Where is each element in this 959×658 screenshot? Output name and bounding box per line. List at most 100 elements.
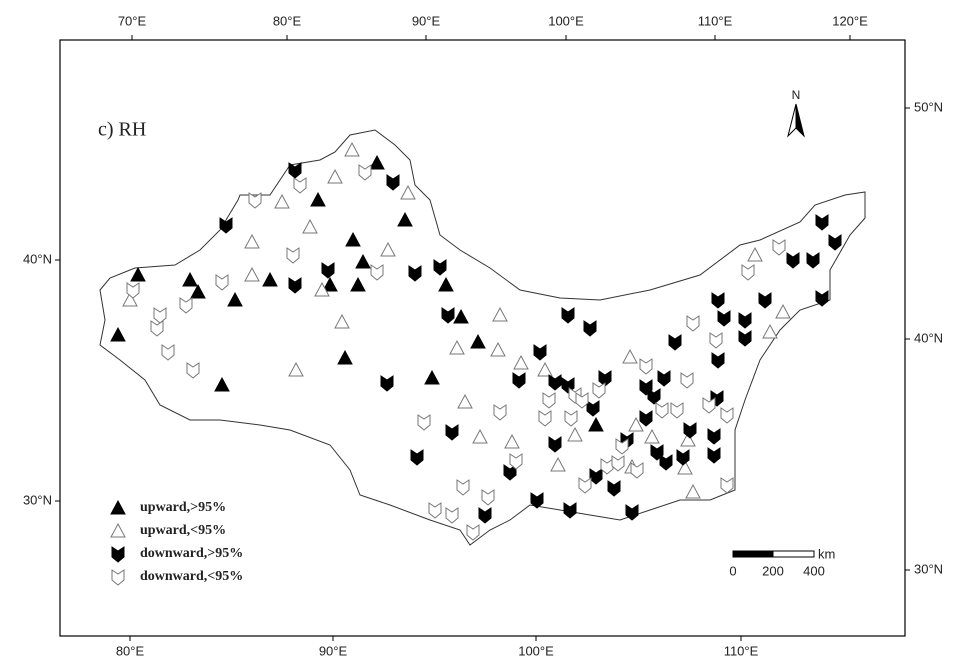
station-marker	[563, 502, 577, 519]
station-marker	[350, 276, 366, 292]
station-marker	[592, 382, 606, 399]
station-marker	[358, 164, 372, 181]
station-marker	[441, 307, 455, 324]
station-marker	[548, 374, 562, 391]
station-marker	[481, 489, 495, 506]
station-marker	[334, 313, 350, 329]
arrow-right	[795, 103, 805, 138]
legend-symbol	[111, 569, 125, 586]
station-marker	[288, 162, 302, 179]
station-marker	[219, 217, 233, 234]
bottom-axis-label: 90°E	[319, 643, 348, 658]
station-marker	[683, 422, 697, 439]
right-axis-label: 40°N	[914, 330, 943, 345]
station-marker	[680, 372, 694, 389]
station-marker	[344, 141, 360, 157]
top-axis-label: 100°E	[548, 13, 584, 28]
scale-segment	[732, 550, 774, 558]
station-marker	[538, 410, 552, 427]
station-marker	[288, 277, 302, 294]
top-axis-label: 80°E	[273, 13, 302, 28]
station-marker	[244, 233, 260, 249]
station-marker	[657, 370, 671, 387]
station-marker	[161, 344, 175, 361]
station-marker	[126, 282, 140, 299]
station-marker	[314, 281, 330, 297]
station-marker	[709, 332, 723, 349]
station-marker	[575, 392, 589, 409]
station-marker	[513, 354, 529, 370]
station-marker	[355, 253, 371, 269]
station-marker	[685, 483, 701, 499]
station-marker	[503, 464, 517, 481]
right-axis-label: 30°N	[914, 561, 943, 576]
station-marker	[400, 184, 416, 200]
station-marker	[215, 274, 229, 291]
panel-label: c) RH	[98, 119, 146, 141]
station-marker	[588, 416, 604, 432]
right-axis-label: 50°N	[914, 99, 943, 114]
station-marker	[410, 449, 424, 466]
station-marker	[122, 291, 138, 307]
top-axis-label: 120°E	[832, 13, 868, 28]
station-marker	[815, 290, 829, 307]
station-marker	[310, 191, 326, 207]
station-marker	[677, 459, 693, 475]
scale-label: 200	[762, 563, 784, 578]
legend-label: downward,<95%	[140, 569, 243, 584]
station-marker	[150, 320, 164, 337]
station-marker	[537, 361, 553, 377]
station-marker	[828, 234, 842, 251]
station-marker	[466, 524, 480, 541]
station-marker	[370, 264, 384, 281]
station-marker	[711, 292, 725, 309]
station-marker	[815, 214, 829, 231]
legend-symbol	[110, 499, 126, 515]
station-marker	[182, 271, 198, 287]
station-marker	[302, 218, 318, 234]
scale-label: 400	[803, 563, 825, 578]
top-axis-label: 110°E	[698, 13, 733, 28]
station-marker	[615, 438, 629, 455]
station-marker	[668, 334, 682, 351]
station-marker	[153, 307, 167, 324]
station-marker	[670, 402, 684, 419]
station-marker	[337, 349, 353, 365]
station-marker	[470, 333, 486, 349]
station-marker	[512, 372, 526, 389]
station-marker	[110, 326, 126, 342]
station-marker	[720, 477, 734, 494]
station-marker	[550, 456, 566, 472]
station-marker	[244, 266, 260, 282]
station-marker	[659, 454, 673, 471]
station-marker	[530, 492, 544, 509]
station-marker	[386, 174, 400, 191]
station-marker	[449, 339, 465, 355]
station-marker	[453, 308, 469, 324]
scale-unit: km	[818, 546, 835, 561]
station-marker	[493, 404, 507, 421]
station-marker	[321, 262, 335, 279]
station-marker	[478, 507, 492, 524]
station-marker	[248, 192, 262, 209]
station-marker	[647, 388, 661, 405]
station-marker	[607, 480, 621, 497]
station-marker	[676, 449, 690, 466]
station-marker	[628, 416, 644, 432]
station-marker	[327, 168, 343, 184]
station-marker	[438, 276, 454, 292]
station-marker	[274, 193, 290, 209]
station-marker	[583, 320, 597, 337]
station-marker	[586, 400, 600, 417]
station-marker	[417, 414, 431, 431]
station-marker	[747, 246, 763, 262]
station-marker	[806, 252, 820, 269]
station-marker	[424, 369, 440, 385]
station-marker	[772, 239, 786, 256]
station-marker	[214, 376, 230, 392]
station-marker	[542, 392, 556, 409]
station-marker	[567, 426, 583, 442]
station-marker	[179, 297, 193, 314]
station-marker	[190, 283, 206, 299]
station-marker	[622, 348, 638, 364]
